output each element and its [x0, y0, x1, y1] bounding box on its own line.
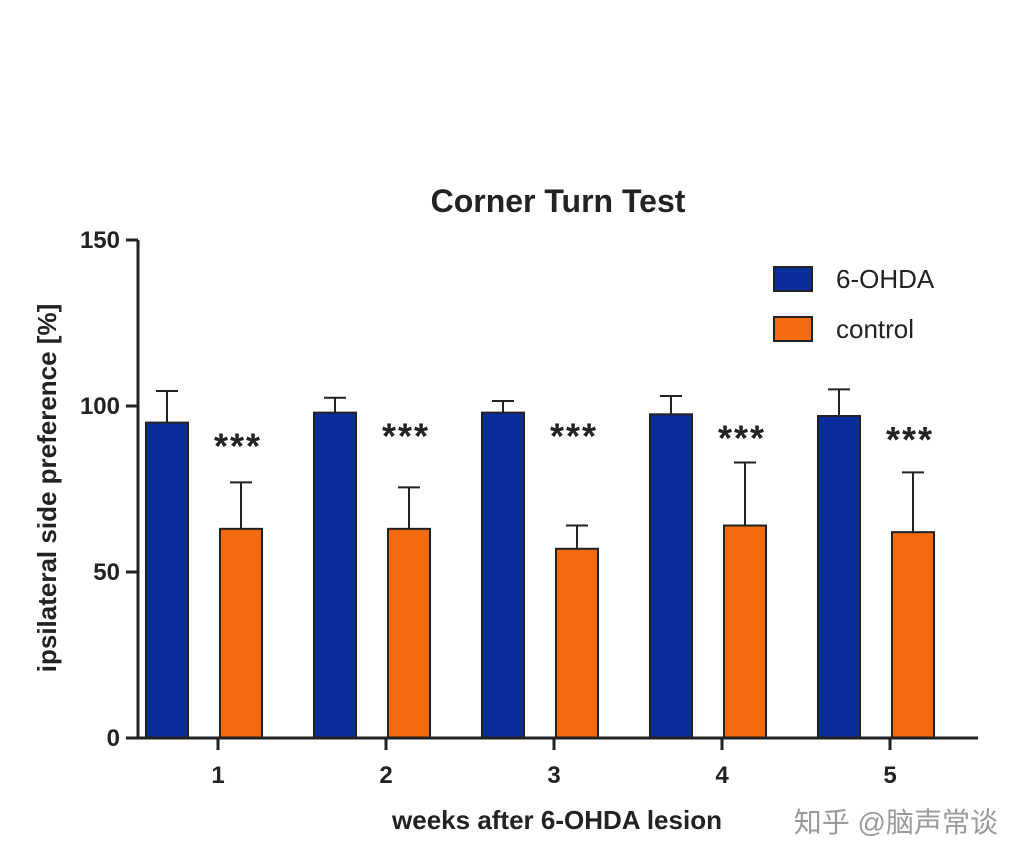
- bar-6-OHDA-week-2: [313, 411, 357, 739]
- significance-label: ***: [214, 426, 262, 467]
- bar-control-week-3: [555, 547, 599, 740]
- legend-label-control: control: [836, 314, 914, 344]
- x-tick-label: 3: [547, 762, 560, 789]
- bar-control-week-1: [219, 527, 263, 740]
- y-tick-label: 150: [80, 227, 120, 254]
- bar-control-week-2: [387, 527, 431, 740]
- significance-label: ***: [550, 416, 598, 457]
- significance-label: ***: [718, 417, 766, 458]
- chart-title: Corner Turn Test: [431, 183, 686, 219]
- x-tick-label: 4: [715, 762, 729, 789]
- significance-label: ***: [382, 416, 430, 457]
- bar-control-week-4: [723, 524, 767, 740]
- x-tick-label: 5: [883, 762, 896, 789]
- legend-label-6-OHDA: 6-OHDA: [836, 264, 935, 294]
- bar-6-OHDA-week-3: [481, 411, 525, 739]
- y-tick-label: 0: [107, 725, 120, 752]
- legend-swatch-control: [773, 316, 813, 342]
- bar-6-OHDA-week-5: [817, 414, 861, 739]
- y-tick-label: 100: [80, 393, 120, 420]
- x-tick-label: 1: [211, 762, 224, 789]
- bar-6-OHDA-week-1: [145, 421, 189, 739]
- x-axis-label: weeks after 6-OHDA lesion: [391, 805, 722, 835]
- bar-control-week-5: [891, 531, 935, 739]
- y-axis-label: ipsilateral side preference [%]: [32, 304, 62, 672]
- y-tick-label: 50: [93, 559, 120, 586]
- watermark-text: 知乎 @脑声常谈: [794, 807, 998, 838]
- x-tick-label: 2: [379, 762, 392, 789]
- bar-6-OHDA-week-4: [649, 413, 693, 739]
- legend-swatch-6-OHDA: [773, 266, 813, 292]
- significance-label: ***: [886, 419, 934, 460]
